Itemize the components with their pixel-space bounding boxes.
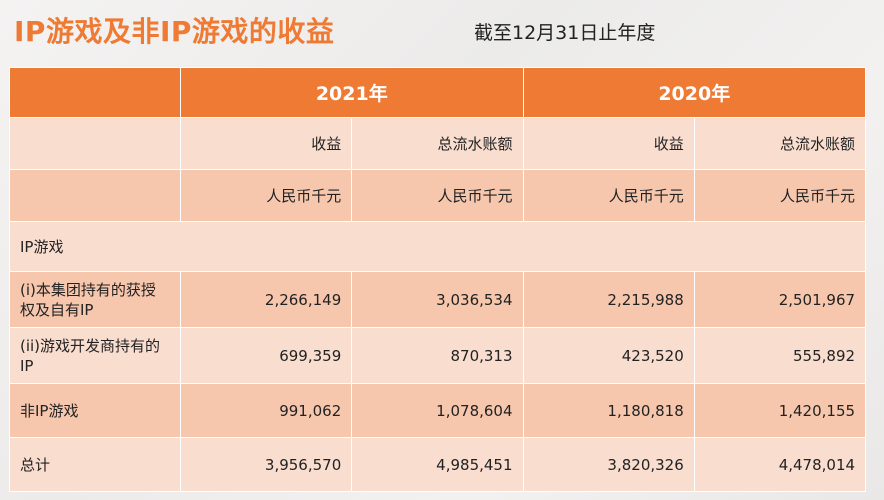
- header-blank-cell: [9, 117, 181, 170]
- revenue-table: 2021年 2020年 收益 总流水账额 收益 总流水账额 人民币千元 人民币千…: [8, 67, 867, 492]
- unit-header: 人民币千元: [179, 169, 353, 222]
- column-header-row: 收益 总流水账额 收益 总流水账额: [9, 117, 867, 170]
- col-header: 收益: [522, 117, 695, 170]
- cell-value: 991,062: [179, 383, 353, 438]
- page-title: IP游戏及非IP游戏的收益: [14, 15, 335, 48]
- table-row: (i)本集团持有的获授权及自有IP 2,266,149 3,036,534 2,…: [9, 271, 867, 328]
- cell-value: 4,985,451: [351, 437, 524, 492]
- year-header-row: 2021年 2020年: [9, 67, 867, 118]
- section-row: IP游戏: [8, 221, 867, 272]
- row-label: 总计: [9, 437, 181, 492]
- year-2020-header: 2020年: [522, 67, 867, 118]
- cell-value: 3,956,570: [179, 437, 353, 492]
- row-label: (ii)游戏开发商持有的IP: [9, 327, 181, 384]
- cell-value: 2,501,967: [693, 271, 867, 328]
- cell-value: 870,313: [351, 327, 524, 384]
- page-subtitle: 截至12月31日止年度: [474, 22, 656, 44]
- col-header: 收益: [179, 117, 353, 170]
- unit-header: 人民币千元: [693, 169, 867, 222]
- unit-header: 人民币千元: [522, 169, 695, 222]
- cell-value: 3,820,326: [522, 437, 695, 492]
- section-label: IP游戏: [8, 221, 867, 272]
- col-header: 总流水账额: [351, 117, 524, 170]
- cell-value: 1,180,818: [522, 383, 695, 438]
- unit-header-row: 人民币千元 人民币千元 人民币千元 人民币千元: [9, 169, 867, 222]
- col-header: 总流水账额: [693, 117, 867, 170]
- cell-value: 2,266,149: [179, 271, 353, 328]
- table-row: 非IP游戏 991,062 1,078,604 1,180,818 1,420,…: [9, 383, 867, 438]
- cell-value: 2,215,988: [522, 271, 695, 328]
- total-row: 总计 3,956,570 4,985,451 3,820,326 4,478,0…: [9, 437, 867, 492]
- cell-value: 1,078,604: [351, 383, 524, 438]
- row-label: 非IP游戏: [9, 383, 181, 438]
- header-blank-cell: [9, 67, 181, 118]
- cell-value: 423,520: [522, 327, 695, 384]
- cell-value: 3,036,534: [351, 271, 524, 328]
- header-blank-cell: [9, 169, 181, 222]
- cell-value: 555,892: [693, 327, 867, 384]
- cell-value: 4,478,014: [693, 437, 867, 492]
- cell-value: 699,359: [179, 327, 353, 384]
- table-row: (ii)游戏开发商持有的IP 699,359 870,313 423,520 5…: [9, 327, 867, 384]
- unit-header: 人民币千元: [351, 169, 524, 222]
- row-label: (i)本集团持有的获授权及自有IP: [9, 271, 181, 328]
- year-2021-header: 2021年: [180, 67, 524, 118]
- cell-value: 1,420,155: [693, 383, 867, 438]
